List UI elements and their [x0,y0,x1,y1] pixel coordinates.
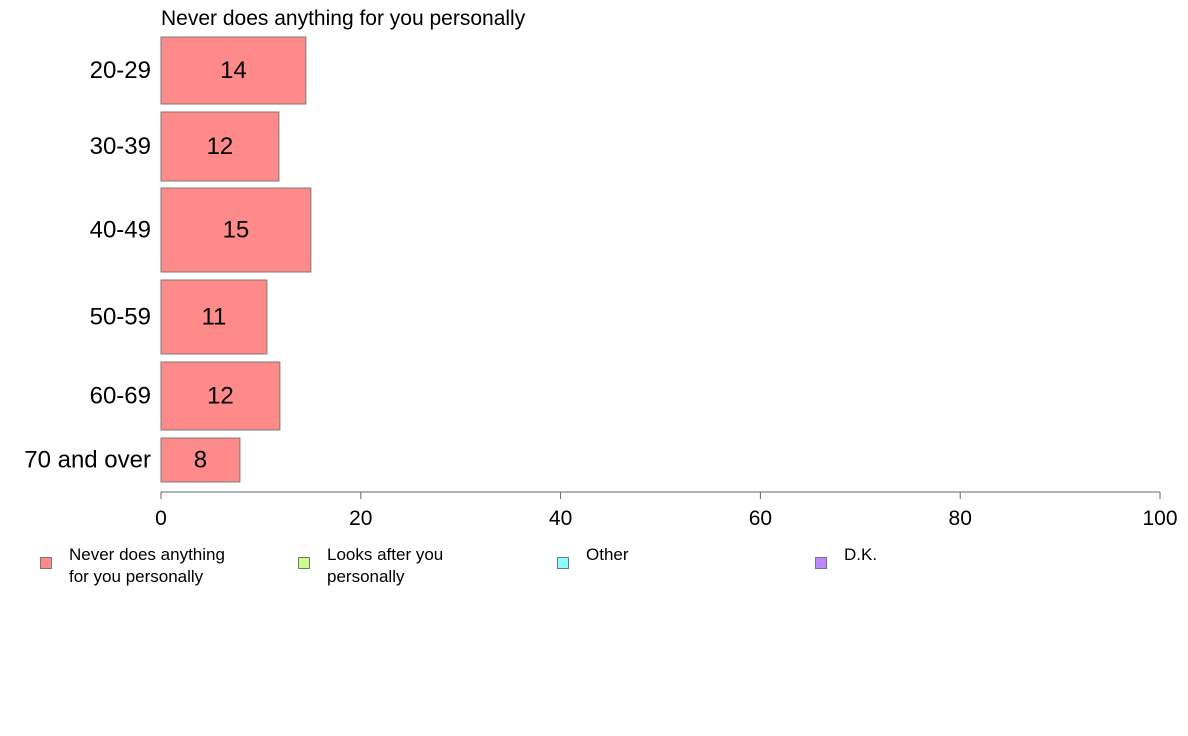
category-label: 40-49 [90,217,151,244]
bar-40-49 [160,187,312,273]
bar-value-label: 14 [220,57,247,84]
x-axis: 0 20 40 60 80 100 [155,491,1178,530]
legend-item: D.K. [815,544,1034,569]
x-tick-label: 60 [749,507,772,530]
bar-value-label: 12 [207,133,234,160]
category-label: 50-59 [90,304,151,331]
bar-value-label: 11 [201,304,226,331]
category-label: 20-29 [90,57,151,84]
bar-20-29 [160,36,307,105]
legend-item: Looks after you personally [298,544,517,588]
legend-swatch [298,557,310,569]
legend-swatch [40,557,52,569]
legend-swatch [557,557,569,569]
bar-70-and-over [160,437,241,483]
chart-legend: Never does anything for you personally Loo… [0,544,1188,604]
x-tick-label: 0 [155,507,167,530]
bar-value-label: 15 [223,217,250,244]
legend-item: Other [557,544,776,569]
bar-50-59 [160,279,268,355]
x-tick-label: 80 [949,507,972,530]
bar-chart: Never does anything for you personally 1… [24,7,1178,530]
bars-group: 14 20-29 12 30-39 15 40-49 11 50-59 12 60-69 8 70 a… [24,36,312,483]
category-label: 70 and over [24,447,151,474]
category-label: 30-39 [90,133,151,160]
legend-label: D.K. [844,545,878,564]
legend-label: Looks after you personally [327,545,444,586]
bar-60-69 [160,361,281,431]
bar-30-39 [160,111,280,182]
legend-label: Never does anything for you personally [69,545,225,586]
legend-label: Other [586,545,629,564]
x-tick-label: 40 [549,507,572,530]
legend-item: Never does anything for you personally [40,544,259,588]
chart-title: Never does anything for you personally [161,7,526,30]
x-tick-label: 20 [349,507,372,530]
legend-swatch [815,557,827,569]
x-tick-label: 100 [1142,507,1177,530]
bar-value-label: 12 [207,383,234,410]
category-label: 60-69 [90,383,151,410]
bar-value-label: 8 [194,447,207,474]
